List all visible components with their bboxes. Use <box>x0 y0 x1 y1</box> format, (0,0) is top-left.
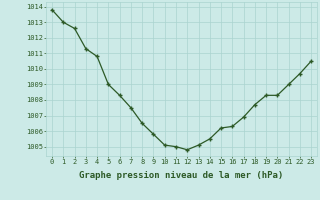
X-axis label: Graphe pression niveau de la mer (hPa): Graphe pression niveau de la mer (hPa) <box>79 171 284 180</box>
